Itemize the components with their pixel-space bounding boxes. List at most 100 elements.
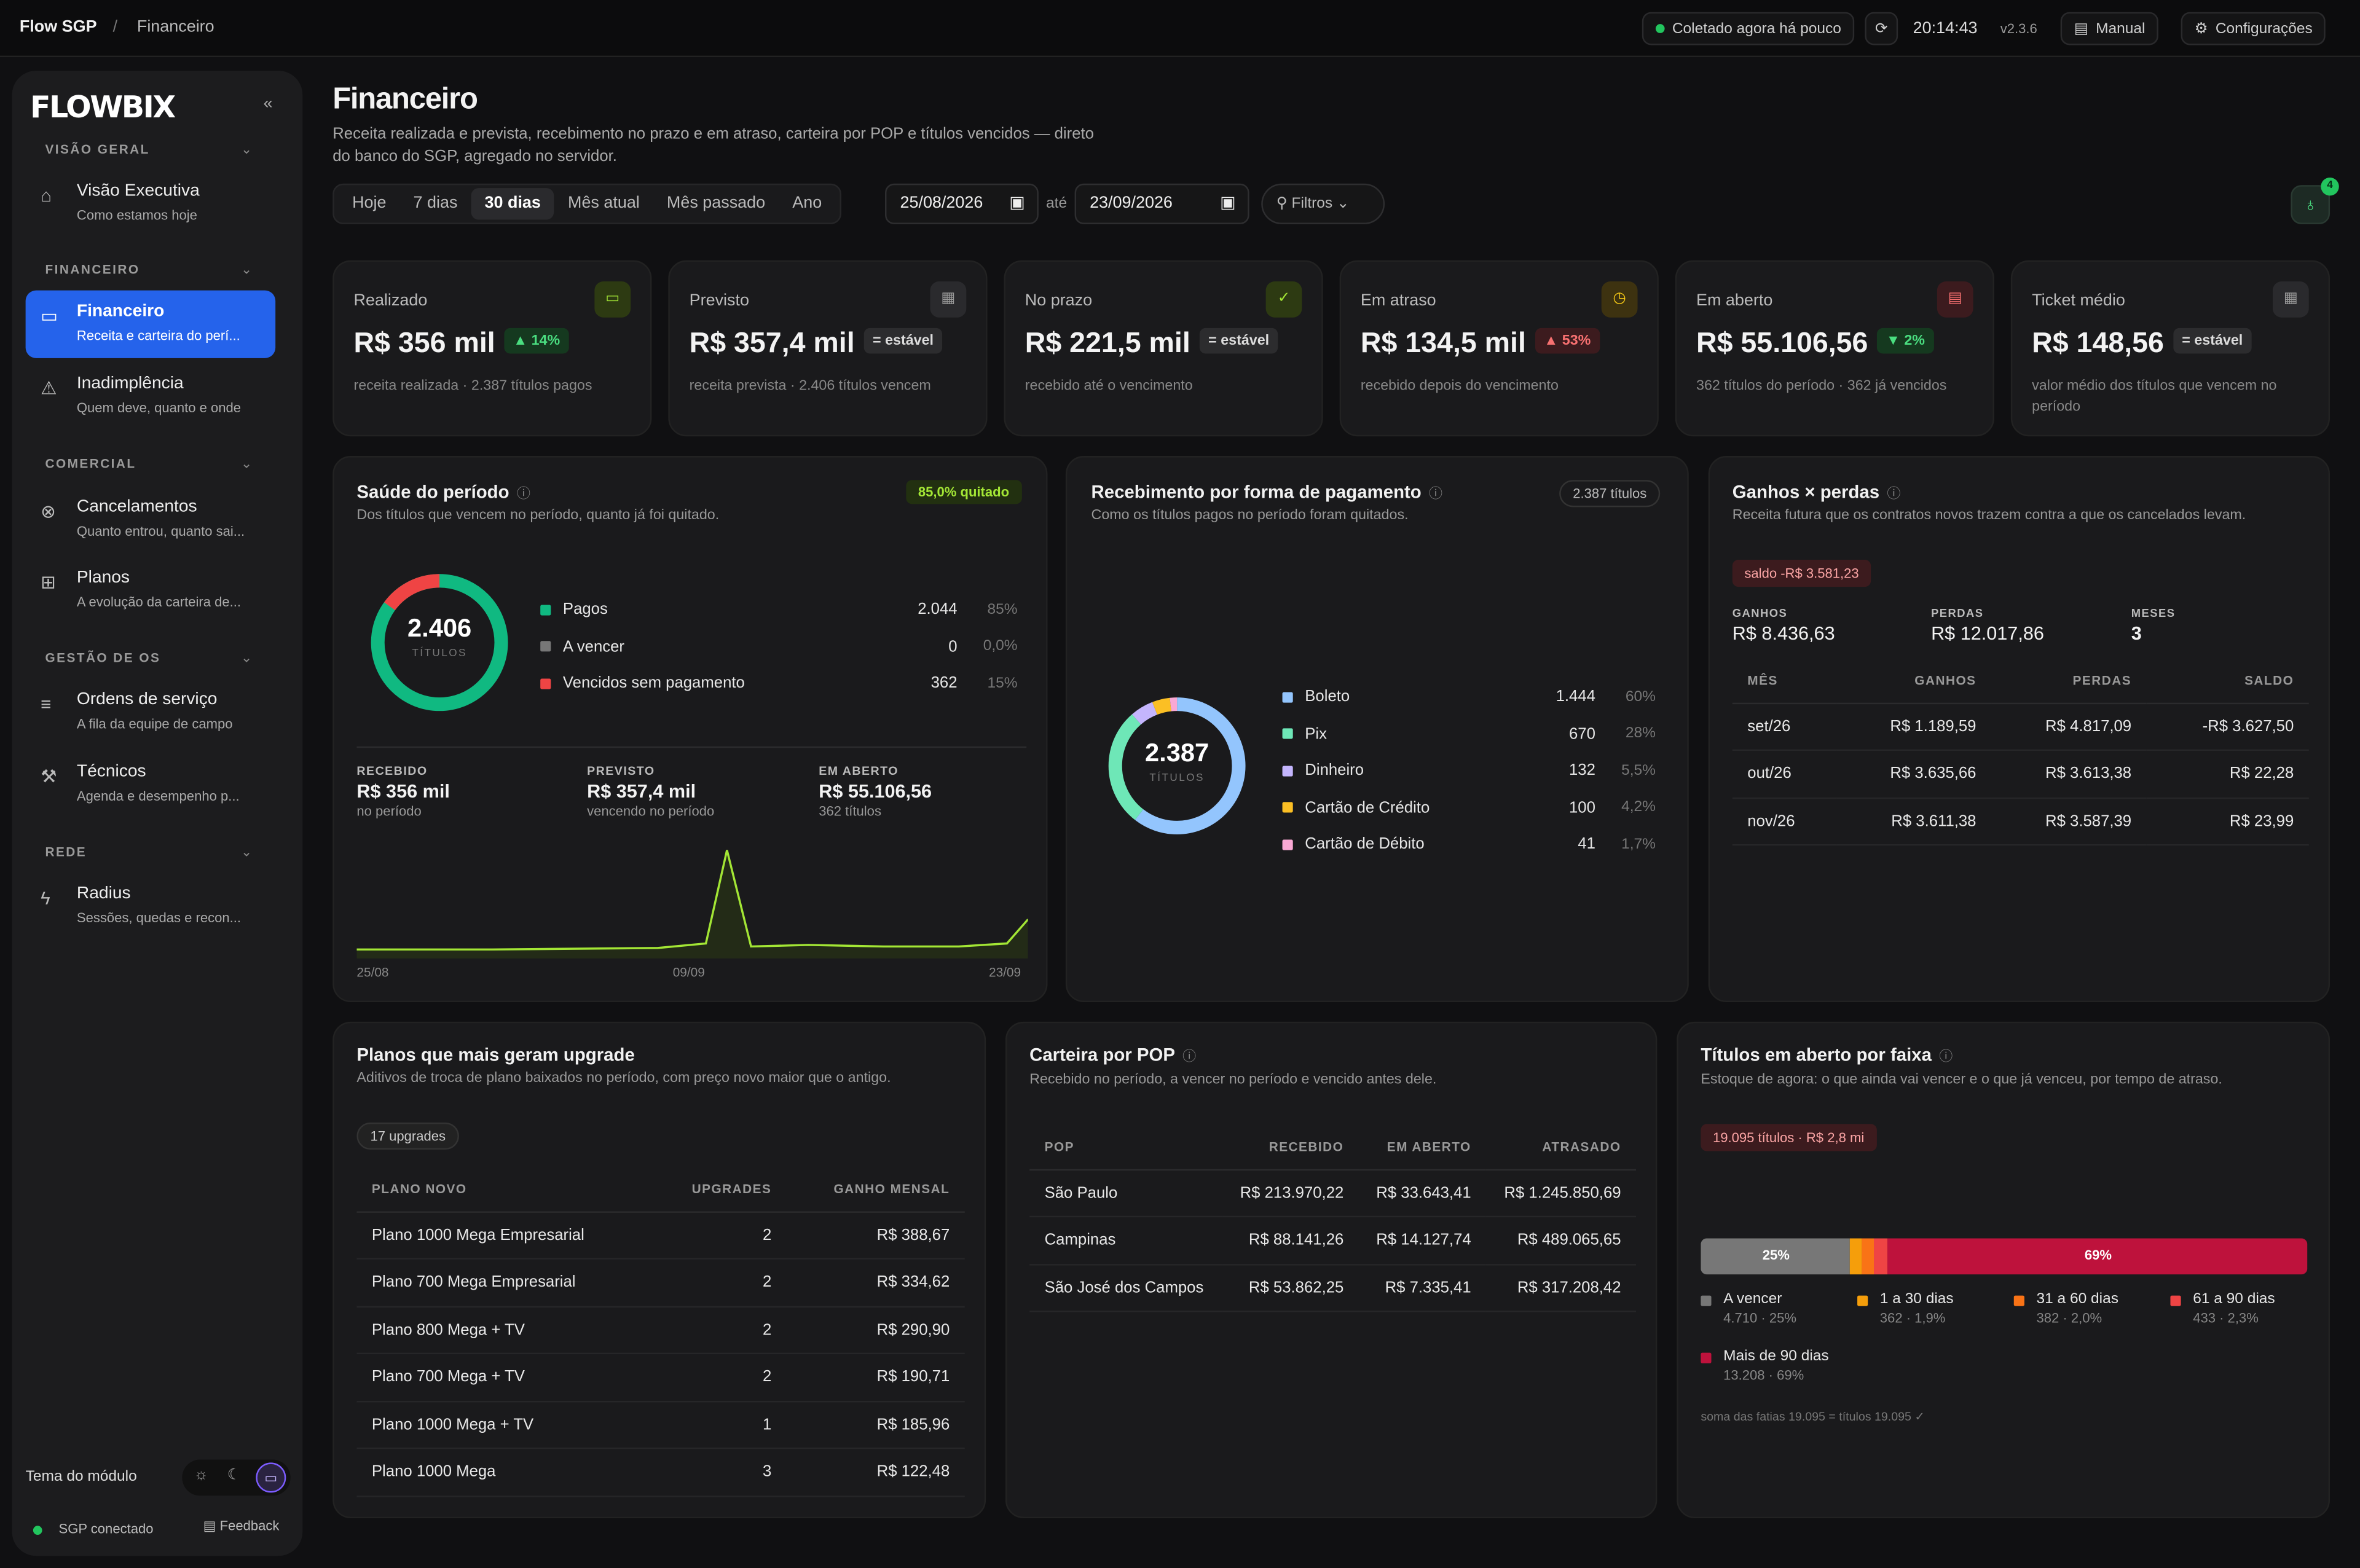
settings-button[interactable]: ⚙ Configurações xyxy=(2181,12,2326,45)
table-row[interactable]: Plano 800 Mega + TV 2 R$ 290,90 xyxy=(356,1306,965,1355)
table-cell: R$ 7.335,41 xyxy=(1358,1264,1487,1312)
table-row[interactable]: São José dos Campos R$ 53.862,25 R$ 7.335,… xyxy=(1029,1264,1637,1312)
feedback-label: Feedback xyxy=(219,1518,280,1534)
info-icon[interactable]: ⓘ xyxy=(516,486,530,501)
table-row[interactable]: set/26 R$ 1.189,59 R$ 4.817,09 -R$ 3.627,50 xyxy=(1732,702,2309,751)
tab-7-dias[interactable]: 7 dias xyxy=(413,194,458,213)
moon-icon[interactable]: ☾ xyxy=(227,1467,241,1484)
col-plano-novo[interactable]: PLANO NOVO xyxy=(356,1166,653,1212)
table-cell: R$ 88.141,26 xyxy=(1222,1217,1359,1265)
table-row[interactable]: nov/26 R$ 3.611,38 R$ 3.587,39 R$ 23,99 xyxy=(1732,797,2309,846)
table-row[interactable]: Plano 700 Mega Empresarial 2 R$ 334,62 xyxy=(356,1258,965,1307)
sun-icon[interactable]: ☼ xyxy=(194,1467,208,1484)
kpi-note: valor médio dos títulos que vencem no pe… xyxy=(2032,377,2277,415)
sidebar-item-visao-executiva[interactable]: ⌂ Visão Executiva Como estamos hoje xyxy=(26,170,276,238)
col-mes[interactable]: MÊS xyxy=(1732,657,1836,704)
sidebar-item-ordens-servico[interactable]: ≡ Ordens de serviço A fila da equipe de ca… xyxy=(26,678,276,746)
chevron-down-icon[interactable]: ⌄ xyxy=(240,262,253,277)
sidebar-item-label: Radius xyxy=(76,885,131,903)
col-em-aberto[interactable]: EM ABERTO xyxy=(1358,1124,1487,1170)
date-to-input[interactable]: 23/09/2026 ▣ xyxy=(1074,183,1249,224)
table-cell: R$ 190,71 xyxy=(786,1353,965,1402)
feedback-button[interactable]: ▤ Feedback xyxy=(203,1518,280,1535)
section-rede[interactable]: REDE xyxy=(45,844,87,860)
col-upgrades[interactable]: UPGRADES xyxy=(652,1166,787,1212)
legend-swatch xyxy=(540,604,551,615)
tab-ano[interactable]: Ano xyxy=(792,194,822,213)
section-visao-geral[interactable]: VISÃO GERAL xyxy=(45,141,150,157)
date-from-input[interactable]: 25/08/2026 ▣ xyxy=(885,183,1039,224)
brand-name[interactable]: Flow SGP xyxy=(19,18,97,36)
saldo-badge: saldo -R$ 3.581,23 xyxy=(1732,560,1871,587)
sidebar-item-label: Inadimplência xyxy=(76,374,184,393)
trend-badge: ▲ 14% xyxy=(504,329,569,355)
upgrades-badge: 17 upgrades xyxy=(356,1122,460,1150)
col-recebido[interactable]: RECEBIDO xyxy=(1222,1124,1359,1170)
col-pop[interactable]: POP xyxy=(1029,1124,1222,1170)
sidebar-item-radius[interactable]: ϟ Radius Sessões, quedas e recon... xyxy=(26,872,276,940)
info-icon[interactable]: ⓘ xyxy=(1182,1048,1197,1064)
kpi-label: No prazo xyxy=(1025,292,1093,310)
manual-button[interactable]: ▤ Manual xyxy=(2060,12,2159,45)
table-row[interactable]: Plano 1000 Mega Empresarial 2 R$ 388,67 xyxy=(356,1211,965,1260)
col-perdas[interactable]: PERDAS xyxy=(1991,657,2147,704)
card-subtitle: Receita futura que os contratos novos tr… xyxy=(1732,507,2246,524)
tab-mes-atual[interactable]: Mês atual xyxy=(568,194,640,213)
breadcrumb[interactable]: Financeiro xyxy=(136,18,214,36)
pop-card: Carteira por POP ⓘ Recebido no período, a… xyxy=(1005,1021,1658,1519)
legend-row: Cartão de Crédito 100 4,2% xyxy=(1282,798,1659,817)
table-row[interactable]: Campinas R$ 88.141,26 R$ 14.127,74 R$ 489.0… xyxy=(1029,1217,1637,1265)
legend-pct: 15% xyxy=(987,675,1018,692)
table-cell: Campinas xyxy=(1029,1217,1222,1265)
table-row[interactable]: out/26 R$ 3.635,66 R$ 3.613,38 R$ 22,28 xyxy=(1732,750,2309,799)
sidebar-item-inadimplencia[interactable]: ⚠ Inadimplência Quem deve, quanto e onde xyxy=(26,363,276,430)
info-icon[interactable]: ⓘ xyxy=(1429,486,1443,501)
table-cell: R$ 290,90 xyxy=(786,1306,965,1355)
tab-hoje[interactable]: Hoje xyxy=(352,194,387,213)
table-cell: R$ 185,96 xyxy=(786,1401,965,1449)
legend-row: Vencidos sem pagamento 362 15% xyxy=(540,674,1022,692)
info-icon[interactable]: ⓘ xyxy=(1887,486,1901,501)
card-subtitle: Dos títulos que vencem no período, quant… xyxy=(356,507,720,524)
chevron-down-icon[interactable]: ⌄ xyxy=(240,844,253,860)
col-saldo[interactable]: SALDO xyxy=(2146,657,2309,704)
sidebar-item-planos[interactable]: ⊞ Planos A evolução da carteira de... xyxy=(26,557,276,624)
col-ganho-mensal[interactable]: GANHO MENSAL xyxy=(786,1166,965,1212)
chevron-down-icon[interactable]: ⌄ xyxy=(240,456,253,471)
logo[interactable]: FLOWBIX xyxy=(30,88,176,125)
tab-mes-passado[interactable]: Mês passado xyxy=(666,194,766,213)
collapse-sidebar-button[interactable]: « xyxy=(263,95,273,113)
sidebar-item-tecnicos[interactable]: ⚒ Técnicos Agenda e desempenho p... xyxy=(26,751,276,818)
clock-icon: ◷ xyxy=(1601,281,1638,318)
section-comercial[interactable]: COMERCIAL xyxy=(45,456,136,471)
donut-total-label: TÍTULOS xyxy=(1149,773,1205,784)
section-financeiro[interactable]: FINANCEIRO xyxy=(45,262,140,277)
aging-bar-segment xyxy=(1862,1238,1874,1275)
tab-30-dias[interactable]: 30 dias xyxy=(471,188,554,220)
col-ganhos[interactable]: GANHOS xyxy=(1836,657,1991,704)
refresh-button[interactable]: ⟳ xyxy=(1865,12,1898,45)
kpi-value-text: R$ 221,5 mil xyxy=(1025,327,1190,360)
chevron-down-icon[interactable]: ⌄ xyxy=(240,649,253,665)
sidebar-item-cancelamentos[interactable]: ⊗ Cancelamentos Quanto entrou, quanto sai.… xyxy=(26,486,276,554)
stat-key: PREVISTO xyxy=(587,764,655,778)
gains-losses-card: Ganhos × perdas ⓘ Receita futura que os c… xyxy=(1708,456,2330,1003)
filters-button[interactable]: ⚲ Filtros ⌄ xyxy=(1261,183,1385,224)
table-row[interactable]: Plano 1000 Mega + TV 1 R$ 185,96 xyxy=(356,1401,965,1449)
trend-badge: ▲ 53% xyxy=(1535,329,1600,355)
col-atrasado[interactable]: ATRASADO xyxy=(1486,1124,1637,1170)
chevron-down-icon[interactable]: ⌄ xyxy=(240,141,253,157)
section-gestao-os[interactable]: GESTÃO DE OS xyxy=(45,649,161,665)
table-cell: 2 xyxy=(652,1258,787,1307)
sidebar-item-financeiro[interactable]: ▭ Financeiro Receita e carteira do perí... xyxy=(25,290,276,358)
cancel-circle-icon: ⊗ xyxy=(41,501,56,522)
monitor-icon[interactable]: ▭ xyxy=(256,1462,286,1493)
kpi-value: R$ 148,56 = estável xyxy=(2032,328,2252,361)
table-row[interactable]: Plano 700 Mega + TV 2 R$ 190,71 xyxy=(356,1353,965,1402)
info-icon[interactable]: ⓘ xyxy=(1939,1048,1953,1064)
legend-label: Dinheiro xyxy=(1305,761,1364,780)
table-row[interactable]: São Paulo R$ 213.970,22 R$ 33.643,41 R$ 1.2… xyxy=(1029,1169,1637,1218)
warning-icon: ⚠ xyxy=(41,377,57,399)
table-row[interactable]: Plano 1000 Mega 3 R$ 122,48 xyxy=(356,1448,965,1497)
aging-stacked-bar xyxy=(1701,1238,2308,1275)
